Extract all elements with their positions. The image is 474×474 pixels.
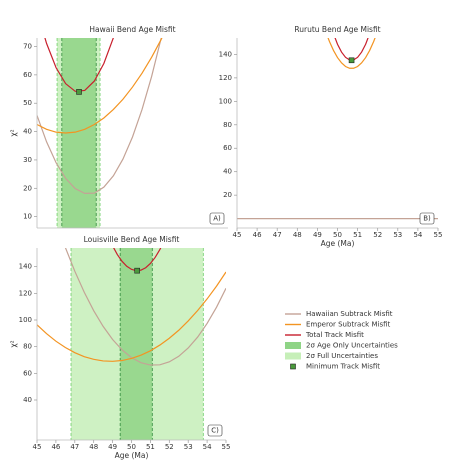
misfit-curve — [37, 271, 226, 362]
x-tick-label: 47 — [273, 231, 282, 239]
y-tick-label: 60 — [223, 144, 232, 152]
x-tick-label: 55 — [434, 231, 443, 239]
y-tick-label: 140 — [219, 50, 232, 58]
misfit-curve — [37, 38, 163, 134]
x-tick-label: 48 — [89, 443, 98, 451]
y-tick-label: 20 — [223, 191, 232, 199]
misfit-curve — [37, 38, 162, 195]
annotation-box — [209, 212, 225, 225]
y-tick-label: 70 — [23, 43, 32, 51]
x-tick-label: 54 — [203, 443, 212, 451]
y-tick-label: 40 — [223, 168, 232, 176]
y-tick-label: 80 — [223, 121, 232, 129]
annotation: A) — [213, 215, 221, 223]
x-axis-label: Age (Ma) — [115, 451, 149, 460]
legend: Hawaiian Subtrack Misfit Emperor Subtrack… — [285, 310, 398, 371]
minimum-marker — [134, 267, 140, 274]
y-tick-label: 80 — [23, 343, 32, 351]
legend-swatch — [290, 363, 296, 370]
plot-area — [37, 248, 226, 440]
panel: 10 20 30 40 50 60 70 Hawaii Bend Age Misfit χ² A) — [9, 25, 228, 229]
panel-title: Hawaii Bend Age Misfit — [89, 25, 175, 34]
misfit-curve — [334, 38, 369, 61]
x-tick-label: 51 — [146, 443, 155, 451]
annotation-box — [419, 212, 435, 225]
y-tick-label: 10 — [23, 213, 32, 221]
misfit-curve — [64, 248, 226, 366]
legend-label: Emperor Subtrack Misfit — [306, 321, 391, 329]
y-axis-label: χ² — [9, 129, 18, 136]
panel-title: Rurutu Bend Age Misfit — [294, 25, 380, 34]
x-tick-label: 53 — [184, 443, 193, 451]
annotation: C) — [211, 427, 219, 435]
x-tick-label: 50 — [127, 443, 136, 451]
misfit-curve — [327, 38, 376, 69]
x-tick-label: 50 — [333, 231, 342, 239]
x-tick-label: 45 — [233, 231, 242, 239]
legend-label: Total Track Misfit — [305, 331, 364, 339]
x-tick-label: 52 — [165, 443, 174, 451]
plot-area — [37, 38, 163, 228]
legend-label: Hawaiian Subtrack Misfit — [306, 310, 393, 318]
x-tick-label: 46 — [51, 443, 60, 451]
legend-swatch — [285, 342, 301, 349]
x-tick-label: 53 — [393, 231, 402, 239]
y-tick-label: 140 — [19, 263, 32, 271]
y-tick-label: 100 — [219, 97, 232, 105]
x-tick-label: 52 — [373, 231, 382, 239]
plot-area — [237, 38, 438, 220]
y-tick-label: 60 — [23, 71, 32, 79]
y-tick-label: 120 — [219, 74, 232, 82]
y-tick-label: 40 — [23, 396, 32, 404]
y-tick-label: 40 — [23, 128, 32, 136]
x-tick-label: 49 — [313, 231, 322, 239]
panel: 20 40 60 80 100 120 140 45 46 47 48 49 50 51 52 53 54 55 R… — [219, 25, 443, 248]
y-tick-label: 60 — [23, 369, 32, 377]
x-tick-label: 46 — [253, 231, 262, 239]
panel-title: Louisville Bend Age Misfit — [84, 235, 180, 244]
minimum-marker — [76, 89, 82, 95]
legend-label: Minimum Track Misfit — [306, 363, 380, 371]
x-tick-label: 55 — [222, 443, 231, 451]
x-tick-label: 48 — [293, 231, 302, 239]
minimum-marker — [348, 57, 355, 64]
y-tick-label: 20 — [23, 184, 32, 192]
y-tick-label: 30 — [23, 156, 32, 164]
annotation: B) — [423, 215, 431, 223]
y-tick-label: 100 — [19, 316, 32, 324]
x-tick-label: 51 — [353, 231, 362, 239]
panel: 40 60 80 100 120 140 45 46 47 48 49 50 51 52 53 54 55 Lou… — [9, 235, 230, 460]
uncertainty-band — [120, 248, 153, 440]
y-tick-label: 50 — [23, 99, 32, 107]
x-tick-label: 45 — [33, 443, 42, 451]
legend-label: 2σ Age Only Uncertainties — [306, 342, 398, 350]
x-tick-label: 47 — [70, 443, 79, 451]
x-tick-label: 54 — [413, 231, 422, 239]
y-tick-label: 120 — [19, 289, 32, 297]
x-axis-label: Age (Ma) — [321, 239, 355, 248]
x-tick-label: 49 — [108, 443, 117, 451]
y-axis-label: χ² — [9, 340, 18, 347]
legend-swatch — [285, 352, 301, 360]
legend-label: 2σ Full Uncertainties — [306, 352, 378, 360]
annotation-box — [207, 424, 223, 437]
